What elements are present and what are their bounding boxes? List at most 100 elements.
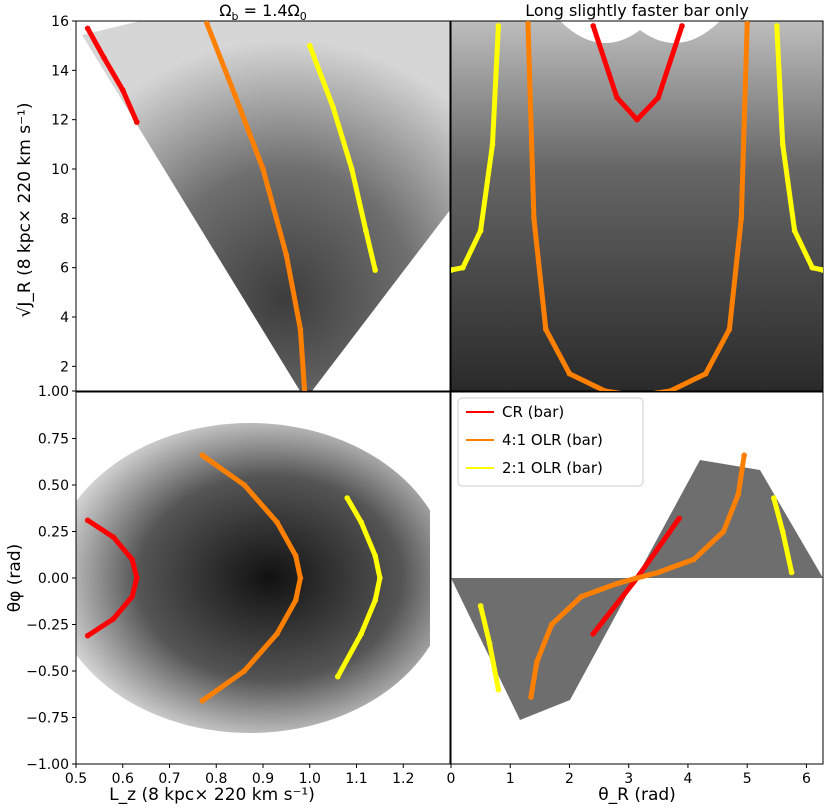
top-right-series-3-point [809, 264, 816, 271]
bottom-left-series-1-point [274, 519, 280, 525]
bottom-left-ytick-label: 0.50 [38, 478, 69, 494]
bottom-right-series-2-point [486, 640, 493, 646]
bottom-right-series-1-point [741, 452, 747, 459]
bottom-right-series-group [477, 452, 795, 700]
top-left-series-2-point [307, 42, 313, 49]
top-right-series-0-point [679, 23, 685, 29]
bottom-left-series-1-point [274, 631, 280, 637]
bottom-right-series-1-point [655, 569, 662, 576]
top-left-series-1-line [204, 21, 308, 391]
top-left-series-1-point [204, 21, 210, 27]
bottom-left-series-1-point [199, 698, 205, 704]
bottom-right-series-1-point [528, 694, 534, 700]
top-left-ytick-label: 16 [51, 14, 69, 30]
bottom-right-series-1-point [634, 575, 640, 581]
top-right-title: Long slightly faster bar only [525, 1, 749, 20]
top-right-series-0-point [634, 116, 640, 123]
top-right-series-1-point [525, 21, 531, 27]
top-left-ytick-label: 2 [60, 359, 69, 375]
bottom-left-xlabel: L_z (8 kpc× 220 km s⁻¹) [109, 785, 315, 805]
bottom-right-series-2-point [477, 603, 484, 609]
bottom-right-series-1-point [735, 491, 742, 498]
legend-label-olr41: 4:1 OLR (bar) [502, 431, 603, 449]
bottom-right-series-3-point [779, 528, 786, 535]
bottom-left-ytick-label: −0.25 [26, 618, 69, 634]
bottom-left-xtick-label: 1.1 [345, 771, 367, 787]
top-left-series-2-point [349, 166, 355, 172]
top-right-series-1-point [744, 21, 750, 27]
bottom-right-series-1-point [691, 556, 697, 563]
bottom-left-series-1-point [199, 452, 205, 459]
bottom-right-series-3-point [771, 495, 777, 501]
top-right-series-2-point [477, 227, 484, 234]
bottom-right-xtick-label: 1 [506, 771, 515, 787]
top-right-series-1-point [531, 215, 537, 222]
top-left-frame [75, 20, 451, 392]
top-right-series-1-point [602, 388, 608, 391]
bottom-right-series-1-point [720, 528, 727, 535]
bottom-left-series-0-point [84, 632, 91, 639]
bottom-right-series-0-point [676, 515, 682, 522]
bottom-left-xtick-label: 0.8 [205, 771, 227, 787]
top-left-ytick-label: 8 [60, 211, 69, 227]
bottom-left-ylabel: θφ (rad) [5, 544, 25, 612]
top-left-ytick-label: 12 [51, 113, 69, 129]
top-left-series-1-point [260, 166, 266, 172]
top-right-series-3-point [774, 23, 780, 29]
bottom-right-series-1-point [614, 580, 620, 587]
bottom-left-ytick-label: −0.75 [26, 711, 69, 727]
top-right-series-1-point [738, 215, 745, 222]
top-left-series-0-line [85, 25, 140, 125]
bottom-left-xtick-label: 1.0 [299, 771, 321, 787]
bottom-right-xtick-label: 6 [802, 771, 811, 787]
bottom-left-ytick-label: 0.75 [38, 432, 69, 448]
bottom-left-series-1-point [292, 597, 299, 604]
bottom-left-xtick-label: 0.6 [112, 771, 134, 787]
top-right-series-1-line [525, 21, 750, 391]
bottom-left-series-2-point [358, 519, 365, 525]
bottom-left-xtick-label: 0.9 [252, 771, 274, 787]
top-right-series-0-point [614, 94, 620, 101]
top-right-series-2-point [495, 23, 502, 29]
bottom-right-xtick-label: 3 [624, 771, 633, 787]
top-right-density [451, 21, 823, 391]
bottom-left-series-1-point [241, 668, 248, 674]
top-right-series-1-point [543, 326, 549, 333]
legend-label-cr: CR (bar) [502, 403, 564, 421]
bottom-left-series-0-point [129, 593, 135, 600]
top-right-series-2-point [489, 141, 496, 148]
bottom-right-series-1-point [548, 621, 555, 628]
bottom-right-series-1-point [534, 658, 540, 665]
top-left-series-0-point [84, 25, 91, 32]
top-right-series-2-point [460, 264, 466, 271]
bottom-left-series-2-point [358, 631, 365, 637]
top-left-series-1-point [232, 92, 238, 98]
bottom-right-frame [450, 391, 824, 765]
bottom-left-series-0-point [110, 534, 117, 540]
top-left-series-2-point [330, 104, 336, 111]
bottom-left-ytick-label: −0.50 [26, 664, 69, 680]
top-left-ytick-label: 14 [51, 63, 69, 79]
top-left-series-0-point [101, 55, 107, 61]
top-right-series-0-point [590, 23, 596, 29]
top-left-series-2-point [363, 227, 369, 234]
bottom-left-series-2-point [372, 552, 379, 559]
bottom-right-xtick-label: 4 [683, 771, 692, 787]
top-left-series-1-point [283, 252, 290, 259]
top-left-ytick-label: 6 [60, 261, 69, 277]
top-right-frame [450, 20, 824, 392]
top-left-ylabel: √J_R (8 kpc× 220 km s⁻¹) [15, 103, 35, 318]
top-right-series-1-point [702, 370, 709, 377]
bottom-right-series-0-point [590, 631, 596, 637]
top-left-series-2-point [372, 267, 379, 273]
top-left-ytick-label: 4 [60, 310, 69, 326]
bottom-left-xtick-label: 0.5 [65, 771, 87, 787]
top-right-series-3-point [820, 267, 823, 273]
top-right-series-0-point [655, 94, 662, 101]
bottom-right-series-2-point [495, 686, 502, 693]
bottom-left-series-0-point [129, 556, 135, 563]
top-right-series-3-point [791, 227, 798, 234]
bottom-left-series-0-point [134, 575, 140, 581]
bottom-left-series-2-point [372, 597, 379, 604]
top-left-title: Ωb = 1.4Ω0 [219, 1, 306, 23]
